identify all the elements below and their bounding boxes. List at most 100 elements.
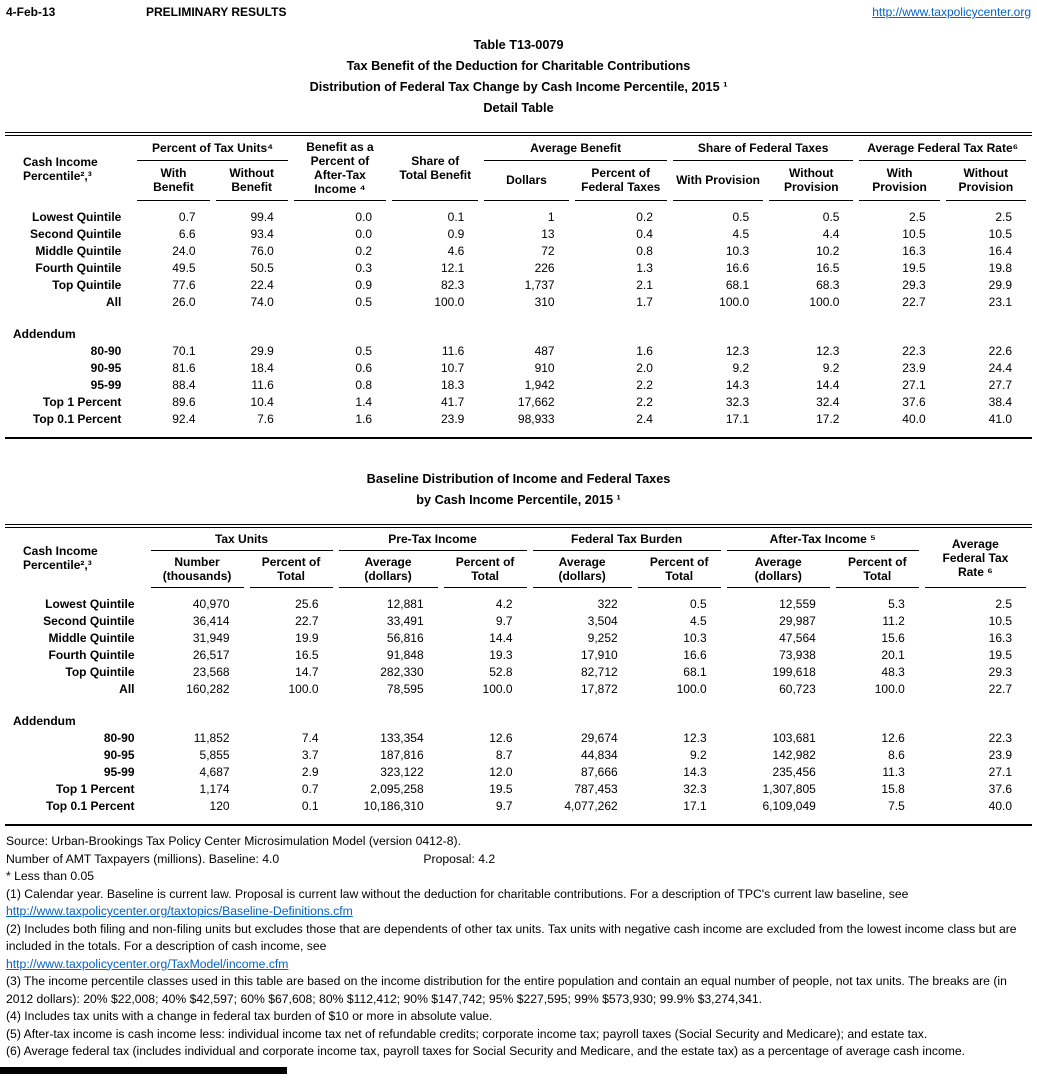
cell: 24.4 [988,361,1012,375]
table-row: 95-99 4,687 2.9 323,122 12.0 87,666 14.3 235,45… [11,764,1026,781]
cell: 82,712 [581,665,618,679]
cell: 0.6 [355,361,373,375]
tax-change-table-body: Lowest Quintile 0.7 99.4 0.0 0.1 1 0.2 0.5 0.5 2.… [11,201,1026,428]
cell: 1.6 [636,344,653,358]
cell: 7.6 [257,412,274,426]
cell: 22.7 [295,614,319,628]
col-header-rate-with-provision: With Provision [859,161,940,201]
table-row: Second Quintile 6.6 93.4 0.0 0.9 13 0.4 4.5 4.4 1… [11,226,1026,243]
col-header-percent-of-federal-taxes: Percent of Federal Taxes [574,161,667,201]
cell: 23.9 [988,748,1012,762]
cell: 17,872 [581,682,618,696]
cell: 0.5 [689,597,707,611]
preliminary-results-label: PRELIMINARY RESULTS [146,5,287,19]
cell: 23,568 [192,665,230,679]
cell: 2.4 [636,412,653,426]
table-row: Fourth Quintile 26,517 16.5 91,848 19.3 17,91… [11,647,1026,664]
table-row: Lowest Quintile 0.7 99.4 0.0 0.1 1 0.2 0.5 0.5 2.… [11,201,1026,226]
col-header-pretax-percent-of-total: Percent of Total [443,551,527,588]
cell: 29,987 [779,614,816,628]
cell: 1,942 [524,378,555,392]
cell: 16.4 [988,244,1012,258]
col-group-after-tax-income: After-Tax Income ⁵ [726,528,919,551]
cell: 2.5 [995,210,1012,224]
cell: 72 [541,244,555,258]
cell: 4.4 [822,227,840,241]
cell: 2.2 [636,378,653,392]
row-label: Top 1 Percent [42,395,122,409]
cell: 0.5 [732,210,750,224]
cell: 22.3 [988,731,1012,745]
cell: 100.0 [676,682,707,696]
cell: 8.6 [888,748,905,762]
cell: 10.3 [683,631,707,645]
cell: 4.6 [447,244,465,258]
cell: 88.4 [172,378,196,392]
cell: 0.9 [355,278,373,292]
cell: 16.6 [725,261,750,275]
table-row: All 26.0 74.0 0.5 100.0 310 1.7 100.0 100.0 22.7 2… [11,294,1026,311]
footnote-4: (4) Includes tax units with a change in … [6,1009,493,1023]
col-group-share-of-federal-taxes: Share of Federal Taxes [672,136,854,161]
cell: 4.5 [732,227,750,241]
cell: 10.5 [988,227,1012,241]
cell: 89.6 [172,395,196,409]
cell: 22.4 [250,278,274,292]
cell: 60,723 [779,682,816,696]
cell: 100.0 [434,295,465,309]
cell: 68.3 [816,278,840,292]
cell: 87,666 [581,765,618,779]
col-group-federal-tax-burden: Federal Tax Burden [532,528,721,551]
baseline-table: Cash Income Percentile²,³ Tax Units Pre-… [5,528,1032,815]
cell: 17,662 [517,395,555,409]
cell: 40,970 [192,597,230,611]
table-row: Top 0.1 Percent 92.4 7.6 1.6 23.9 98,933 2.4 17… [11,411,1026,428]
cell: 15.6 [881,631,905,645]
cell: 37.6 [988,782,1012,796]
tax-change-table-wrap: Cash Income Percentile²,³ Percent of Tax… [5,132,1032,439]
cash-income-link[interactable]: http://www.taxpolicycenter.org/TaxModel/… [6,956,289,971]
baseline-table-body: Lowest Quintile 40,970 25.6 12,881 4.2 322 0.5… [11,588,1026,815]
row-label: 80-90 [103,731,135,745]
footnote-6: (6) Average federal tax (includes indivi… [6,1044,966,1058]
table-row: Second Quintile 36,414 22.7 33,491 9.7 3,504 4… [11,613,1026,630]
cell: 2.2 [636,395,653,409]
cell: 187,816 [380,748,424,762]
cell: 0.9 [447,227,465,241]
cell: 323,122 [380,765,424,779]
cell: 100.0 [482,682,513,696]
cell: 81.6 [172,361,196,375]
col-group-average-benefit: Average Benefit [484,136,667,161]
table-row: 80-90 11,852 7.4 133,354 12.6 29,674 12.3 103,6… [11,730,1026,747]
footnote-1: (1) Calendar year. Baseline is current l… [6,886,909,901]
baseline-definitions-link[interactable]: http://www.taxpolicycenter.org/taxtopics… [6,904,353,918]
cell: 12.3 [683,731,707,745]
cell: 100.0 [874,682,905,696]
cell: 32.3 [725,395,750,409]
row-label: 90-95 [103,748,135,762]
col-header-burden-percent-of-total: Percent of Total [637,551,721,588]
cell: 19.8 [988,261,1012,275]
page-title: Tax Benefit of the Deduction for Charita… [346,59,691,73]
row-label: All [119,682,135,696]
taxpolicycenter-link[interactable]: http://www.taxpolicycenter.org [872,5,1031,19]
row-label: Second Quintile [30,227,122,241]
cell: 16.6 [683,648,707,662]
footnote-5: (5) After-tax income is cash income less… [6,1026,928,1041]
cell: 1,737 [524,278,555,292]
cell: 199,618 [772,665,816,679]
title-block: Table T13-0079 Tax Benefit of the Deduct… [0,35,1037,119]
cell: 18.3 [441,378,465,392]
cell: 2.1 [636,278,653,292]
cell: 3.7 [301,748,319,762]
col-header-pretax-average-dollars: Average (dollars) [338,551,438,588]
cell: 77.6 [172,278,196,292]
cell: 11,852 [193,731,230,745]
cell: 0.0 [355,227,373,241]
table-row: Top 0.1 Percent 120 0.1 10,186,310 9.7 4,077,… [11,798,1026,815]
table-row: 80-90 70.1 29.9 0.5 11.6 487 1.6 12.3 12.3 22.3 22… [11,343,1026,360]
cell: 10.5 [988,614,1012,628]
cell: 17,910 [581,648,618,662]
cell: 4,687 [199,765,230,779]
cell: 22.7 [902,295,926,309]
